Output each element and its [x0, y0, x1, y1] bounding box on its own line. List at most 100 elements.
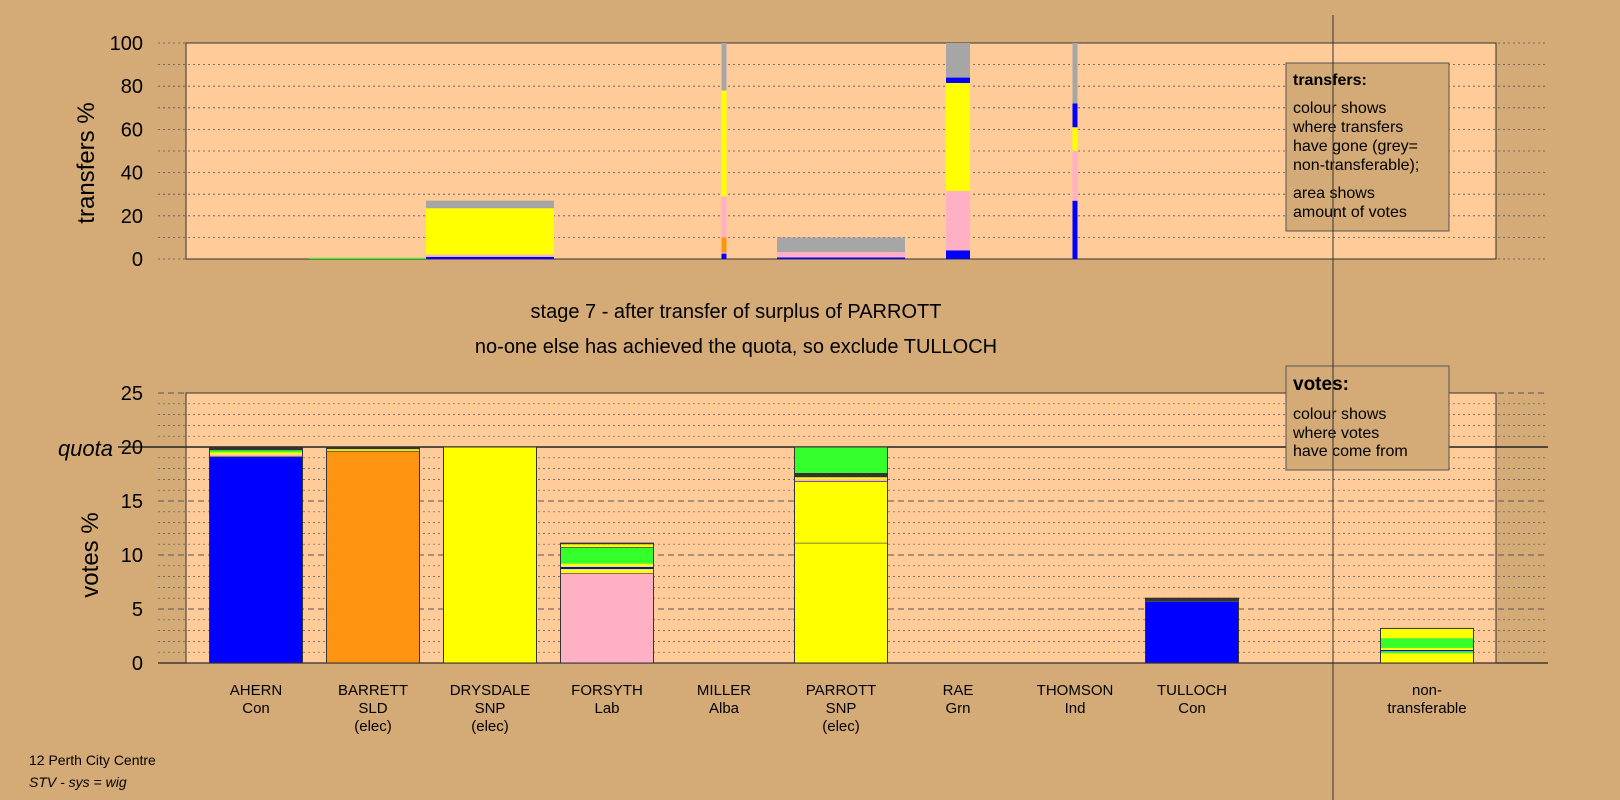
transfers-axis-title: transfers %: [73, 102, 100, 223]
vote-bar-outline-tulloch: [1145, 597, 1239, 664]
stage-title: stage 7 - after transfer of surplus of P…: [531, 301, 942, 323]
candidate-party: SNP: [475, 700, 506, 717]
candidate-name: DRYSDALE: [450, 682, 531, 699]
candidate-party: Grn: [945, 700, 970, 717]
votes-tick-label: 20: [121, 437, 143, 459]
nontransferable-label: transferable: [1387, 700, 1466, 717]
candidate-name: AHERN: [230, 682, 283, 699]
vote-bar-outline-barrett: [326, 446, 420, 664]
transfer-segment-parrott: [777, 252, 905, 258]
vote-segment-nontransferable: [1380, 653, 1474, 663]
transfer-segment-rae: [946, 250, 970, 259]
votes-tick-label: 15: [121, 491, 143, 513]
transfer-segment-rae: [946, 43, 970, 78]
votes-tick-label: 0: [132, 653, 143, 675]
vote-segment-tulloch: [1145, 598, 1239, 602]
vote-segment-ahern: [209, 454, 303, 457]
transfer-segment-drysdale: [426, 208, 554, 252]
vote-segment-nontransferable: [1380, 628, 1474, 639]
vote-segment-barrett: [326, 451, 420, 663]
vote-segment-parrott: [794, 481, 888, 544]
votes-axis-title: votes %: [77, 512, 104, 597]
transfer-segment-drysdale: [426, 251, 554, 255]
transfer-segment-thomson: [1072, 127, 1078, 151]
vote-bar-outline-nontransferable: [1380, 627, 1474, 664]
vote-segment-nontransferable: [1380, 638, 1474, 648]
transfer-segment-thomson: [1072, 151, 1078, 201]
candidate-status: (elec): [354, 718, 392, 735]
candidate-party: Ind: [1065, 700, 1086, 717]
vote-segment-ahern: [209, 452, 303, 455]
vote-bar-outline-drysdale: [443, 446, 537, 664]
votes-tick-label: 5: [132, 599, 143, 621]
vote-segment-forsyth: [560, 569, 654, 574]
votes-tick-label: 25: [121, 383, 143, 405]
votes-tick-label: 10: [121, 545, 143, 567]
candidate-party: Con: [242, 700, 270, 717]
vote-segment-nontransferable: [1380, 651, 1474, 654]
votes-legend-line: where votes: [1292, 425, 1379, 442]
transfer-segment-rae: [946, 77, 970, 83]
vote-segment-parrott: [794, 472, 888, 478]
candidate-party: Alba: [709, 700, 740, 717]
transfer-segment-thomson: [1072, 103, 1078, 128]
transfer-segment-drysdale: [426, 254, 554, 257]
transfer-segment-miller: [721, 237, 727, 253]
vote-segment-parrott: [794, 543, 888, 663]
exclusion-note: no-one else has achieved the quota, so e…: [475, 336, 997, 358]
votes-legend-title: votes:: [1293, 374, 1349, 395]
vote-segment-forsyth: [560, 543, 654, 545]
candidate-status: (elec): [822, 718, 860, 735]
transfer-segment-miller: [721, 90, 727, 197]
vote-bar-outline-ahern: [209, 447, 303, 664]
transfer-segment-drysdale: [426, 200, 554, 209]
candidate-name: PARROTT: [806, 682, 877, 699]
candidate-party: SNP: [826, 700, 857, 717]
transfer-segment-thomson: [1072, 43, 1078, 104]
vote-segment-parrott: [794, 477, 888, 480]
transfers-legend-line: amount of votes: [1293, 204, 1407, 221]
transfers-legend-line: non-transferable);: [1293, 157, 1419, 174]
transfer-segment-thomson: [1072, 200, 1078, 259]
quota-label: quota: [58, 436, 113, 461]
votes-legend: votes: colour shows where votes have com…: [1285, 365, 1450, 471]
candidate-name: TULLOCH: [1157, 682, 1227, 699]
nontransferable-label: non-: [1412, 682, 1442, 699]
vote-segment-nontransferable: [1380, 647, 1474, 651]
vote-segment-tulloch: [1145, 601, 1239, 663]
candidate-name: MILLER: [697, 682, 751, 699]
transfer-segment-miller: [721, 196, 727, 238]
transfers-tick-label: 20: [121, 206, 143, 228]
transfers-tick-label: 0: [132, 249, 143, 271]
candidate-party: Lab: [594, 700, 619, 717]
transfers-tick-label: 80: [121, 76, 143, 98]
transfers-legend: transfers: colour shows where transfers …: [1285, 62, 1450, 232]
transfer-segment-parrott: [777, 257, 905, 259]
vote-segment-barrett: [326, 449, 420, 452]
transfer-segment-barrett: [309, 257, 437, 259]
vote-segment-ahern: [209, 450, 303, 453]
votes-legend-line: colour shows: [1293, 406, 1386, 423]
vote-segment-ahern: [209, 456, 303, 663]
vote-segment-drysdale: [443, 447, 537, 663]
transfer-segment-parrott: [777, 237, 905, 253]
vote-segment-forsyth: [560, 566, 654, 570]
votes-legend-line: have come from: [1293, 443, 1408, 460]
footer-constituency: 12 Perth City Centre: [29, 752, 156, 768]
vote-segment-nontransferable: [1380, 650, 1474, 652]
transfers-legend-line: area shows: [1293, 185, 1375, 202]
vote-segment-forsyth: [560, 547, 654, 564]
transfer-segment-miller: [721, 253, 727, 259]
transfer-segment-miller: [721, 252, 727, 254]
transfers-tick-label: 100: [110, 33, 143, 55]
transfers-tick-label: 60: [121, 119, 143, 141]
candidate-name: RAE: [943, 682, 974, 699]
vote-segment-forsyth: [560, 563, 654, 567]
candidate-name: FORSYTH: [571, 682, 643, 699]
candidate-name: BARRETT: [338, 682, 408, 699]
vote-segment-barrett: [326, 447, 420, 450]
transfer-segment-rae: [946, 190, 970, 251]
vote-bar-outline-parrott: [794, 446, 888, 664]
